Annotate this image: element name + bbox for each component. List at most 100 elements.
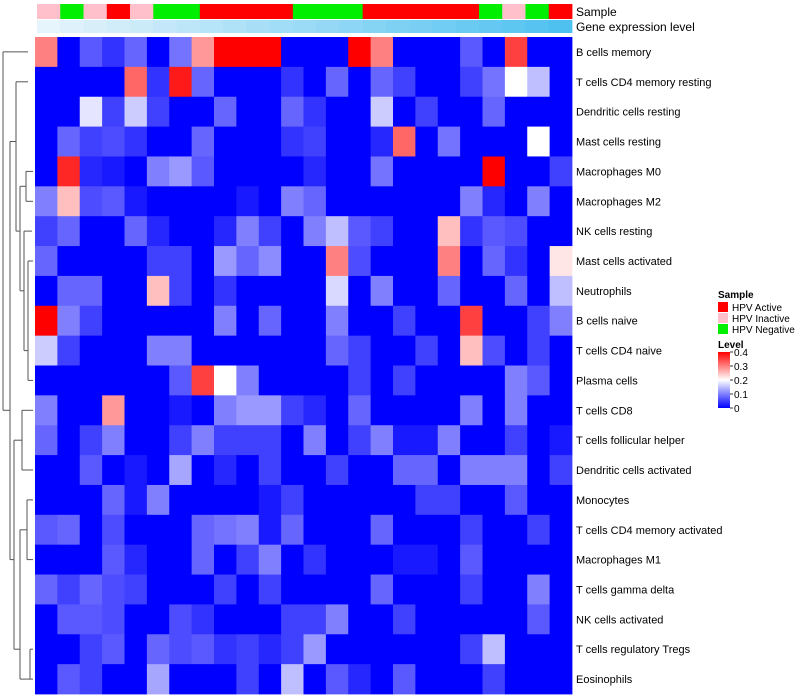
heatmap-cell (415, 365, 439, 396)
sample-annotation-cell (385, 4, 410, 19)
heatmap-cell (236, 514, 260, 546)
legend-sample-title: Sample (718, 290, 754, 301)
heatmap-cell (415, 514, 439, 546)
heatmap-cell (102, 246, 125, 277)
heatmap-cell (325, 37, 349, 68)
heatmap-cell (504, 664, 528, 695)
heatmap-cell (35, 514, 58, 546)
legend-level-label: 0.2 (734, 376, 748, 387)
heatmap-cell (281, 216, 304, 247)
heatmap-cell (393, 126, 416, 157)
heatmap-cell (169, 425, 193, 456)
heatmap-cell (146, 395, 170, 426)
heatmap-cell (258, 186, 282, 217)
heatmap-cell (169, 186, 193, 217)
heatmap-cell (415, 395, 439, 426)
expression-annotation-cell (432, 20, 457, 33)
heatmap-cell (35, 365, 58, 396)
heatmap-cell (191, 544, 215, 575)
heatmap-cell (527, 425, 551, 456)
expression-annotation-cell (548, 20, 573, 33)
expression-annotation-cell (502, 20, 526, 33)
heatmap-cell (437, 126, 461, 157)
heatmap-cell (79, 66, 103, 98)
heatmap-cell (57, 574, 81, 605)
heatmap-cell (393, 455, 416, 486)
heatmap-cell (281, 634, 304, 665)
heatmap-cell (549, 156, 573, 187)
heatmap-cell (348, 634, 372, 665)
sample-annotation-cell (362, 4, 387, 19)
heatmap-cell (57, 335, 81, 366)
heatmap-cell (169, 335, 193, 366)
heatmap-cell (370, 514, 394, 546)
heatmap-cell (303, 216, 327, 247)
heatmap-cell (460, 96, 483, 127)
row-label: Mast cells resting (576, 137, 661, 149)
heatmap-cell (348, 425, 372, 456)
heatmap-cell (191, 335, 215, 366)
heatmap-cell (57, 395, 81, 426)
heatmap-cell (393, 514, 416, 546)
heatmap-cell (146, 574, 170, 605)
heatmap-cell (504, 544, 528, 575)
heatmap-cell (482, 96, 506, 127)
heatmap-cell (57, 66, 81, 98)
heatmap-cell (258, 37, 282, 68)
heatmap-cell (325, 275, 349, 307)
heatmap-cell (236, 544, 260, 575)
heatmap-cell (504, 37, 528, 68)
heatmap-cell (348, 544, 372, 575)
heatmap-cell (79, 395, 103, 426)
heatmap-cell (348, 66, 372, 98)
heatmap-cell (370, 484, 394, 516)
heatmap-cell (35, 246, 58, 277)
heatmap-cell (370, 66, 394, 98)
heatmap-cell (348, 395, 372, 426)
heatmap-cell (393, 664, 416, 695)
heatmap-cell (191, 455, 215, 486)
heatmap-cell (146, 544, 170, 575)
heatmap-cell (348, 335, 372, 366)
heatmap-cell (460, 216, 483, 247)
sample-annotation-cell (316, 4, 340, 19)
heatmap-cell (191, 216, 215, 247)
heatmap-cell (303, 365, 327, 396)
heatmap-cell (325, 305, 349, 337)
heatmap-cell (303, 66, 327, 98)
heatmap-cell (214, 425, 237, 456)
heatmap-cell (348, 604, 372, 635)
legend-level-ticks: 0.4 0.3 0.2 0.1 0 (730, 348, 748, 415)
sample-annotation-cell (269, 4, 294, 19)
heatmap-cell (482, 275, 506, 307)
legend-level-label: 0 (734, 404, 740, 415)
heatmap-cell (415, 425, 439, 456)
heatmap-cell (415, 664, 439, 695)
sample-annotation-cell (292, 4, 317, 19)
heatmap-cell (370, 664, 394, 695)
heatmap-cell (281, 514, 304, 546)
heatmap-cell (214, 664, 237, 695)
heatmap-cell (57, 96, 81, 127)
heatmap-cell (57, 664, 81, 695)
heatmap-cell (415, 335, 439, 366)
heatmap-cell (348, 455, 372, 486)
heatmap-cell (460, 455, 483, 486)
sample-annotation-cell (409, 4, 433, 19)
heatmap-cell (236, 425, 260, 456)
heatmap-cell (393, 186, 416, 217)
heatmap-cell (303, 664, 327, 695)
heatmap-cell (57, 156, 81, 187)
heatmap-cell (482, 514, 506, 546)
row-label: Eosinophils (576, 674, 633, 686)
heatmap-cell (214, 126, 237, 157)
heatmap-cell (102, 395, 125, 426)
heatmap-cell (124, 186, 148, 217)
heatmap-cell (169, 305, 193, 337)
sample-annotation-cell (176, 4, 201, 19)
heatmap-cell (504, 186, 528, 217)
heatmap-cell (57, 246, 81, 277)
heatmap-cell (57, 305, 81, 337)
